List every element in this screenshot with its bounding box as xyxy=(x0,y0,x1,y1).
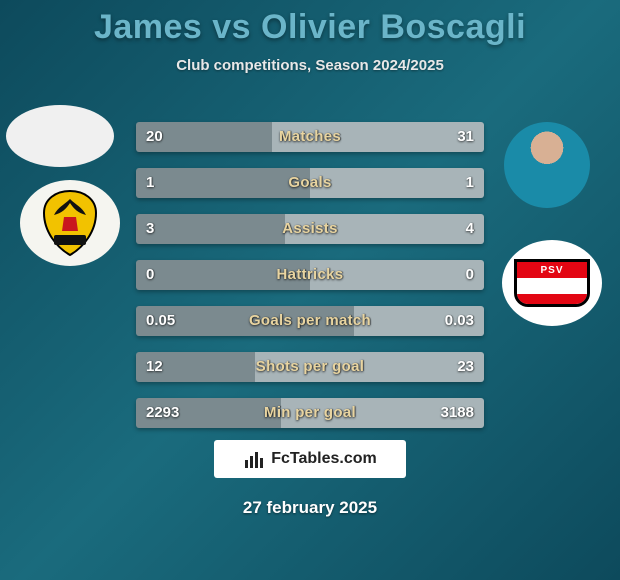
stat-label: Goals per match xyxy=(136,306,484,336)
go-ahead-eagles-crest-icon xyxy=(34,187,106,259)
brand-label: FcTables.com xyxy=(271,450,377,468)
page-title: James vs Olivier Boscagli xyxy=(0,8,620,47)
stat-label: Hattricks xyxy=(136,260,484,290)
stat-row: 00Hattricks xyxy=(136,260,484,290)
stat-rows: 2031Matches 11Goals 34Assists 00Hattricks 0.… xyxy=(136,122,484,444)
stat-label: Min per goal xyxy=(136,398,484,428)
brand-logo: FcTables.com xyxy=(214,440,406,478)
page-subtitle: Club competitions, Season 2024/2025 xyxy=(0,57,620,74)
stat-label: Assists xyxy=(136,214,484,244)
stat-label: Goals xyxy=(136,168,484,198)
stat-row: 11Goals xyxy=(136,168,484,198)
footer-date: 27 february 2025 xyxy=(0,498,620,518)
psv-crest-label: PSV xyxy=(517,262,587,278)
player-right-avatar xyxy=(504,122,590,208)
stat-row: 34Assists xyxy=(136,214,484,244)
stat-label: Matches xyxy=(136,122,484,152)
stat-row: 22933188Min per goal xyxy=(136,398,484,428)
stat-label: Shots per goal xyxy=(136,352,484,382)
club-right-badge: PSV xyxy=(502,240,602,326)
stat-row: 2031Matches xyxy=(136,122,484,152)
comparison-infographic: James vs Olivier Boscagli Club competiti… xyxy=(0,0,620,580)
stat-row: 1223Shots per goal xyxy=(136,352,484,382)
club-left-badge xyxy=(20,180,120,266)
bar-chart-icon xyxy=(243,448,265,470)
psv-crest-icon: PSV xyxy=(514,259,590,307)
stat-row: 0.050.03Goals per match xyxy=(136,306,484,336)
player-left-avatar xyxy=(6,105,114,167)
